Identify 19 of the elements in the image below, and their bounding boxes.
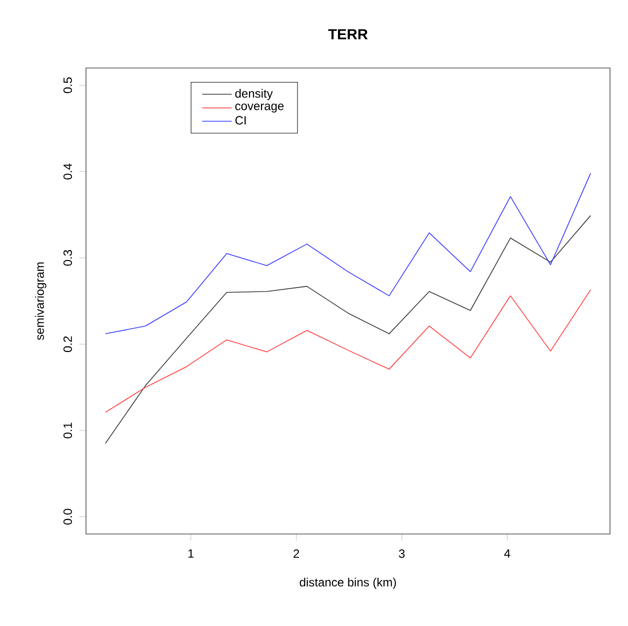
y-tick-label: 0.3	[63, 250, 72, 266]
chart-title: TERR	[328, 29, 368, 40]
x-tick-label: 4	[504, 549, 510, 558]
legend-label: density	[235, 88, 273, 100]
line-series	[105, 215, 591, 444]
line-series	[105, 172, 591, 334]
y-tick-label: 0.2	[63, 336, 72, 352]
legend-label: coverage	[235, 104, 284, 113]
x-tick-label: 1	[188, 549, 194, 558]
y-axis-title: semivariogram	[35, 262, 46, 340]
x-axis-title: distance bins (km)	[300, 578, 396, 589]
line-series	[105, 289, 591, 413]
y-tick-label: 0.1	[63, 422, 72, 438]
x-tick-label: 3	[398, 549, 405, 558]
y-tick-label: 0.4	[63, 164, 72, 180]
y-tick-label: 0.5	[63, 77, 72, 94]
y-tick-label: 0.0	[63, 508, 72, 525]
x-tick-label: 2	[294, 549, 300, 558]
legend-label: CI	[235, 116, 246, 125]
